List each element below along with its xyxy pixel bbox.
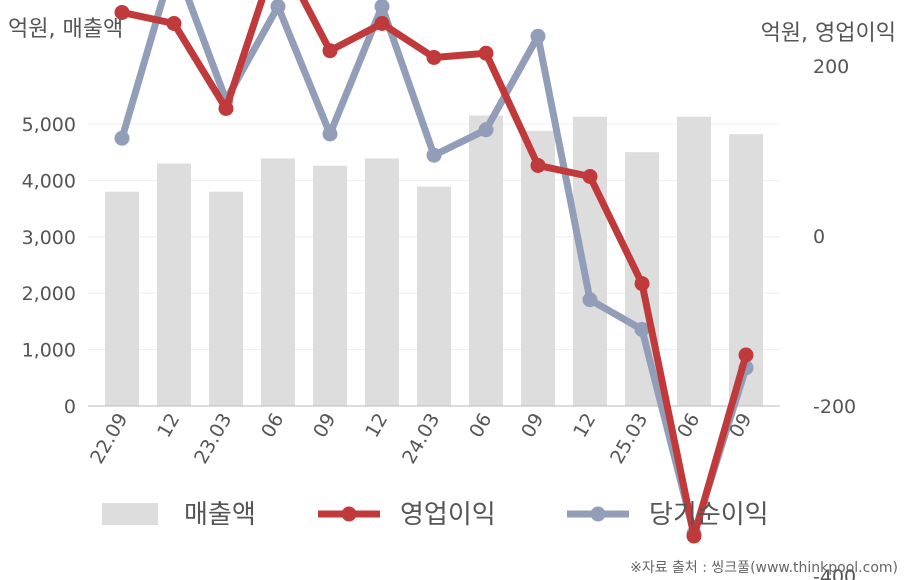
bar-06 [261, 158, 295, 406]
point-당기순이익-06 [478, 122, 494, 138]
bar-12 [157, 163, 191, 406]
point-당기순이익-12 [582, 292, 598, 308]
bar-06 [469, 115, 503, 406]
x-tick: 06 [257, 410, 288, 442]
left-tick: 0 [64, 396, 76, 418]
x-tick: 06 [465, 410, 496, 442]
left-axis-ticks: 0 1,000 2,000 3,000 4,000 5,000 [22, 114, 76, 418]
point-영업이익-06 [686, 528, 702, 544]
right-tick: 0 [813, 226, 825, 248]
legend-swatch [102, 503, 158, 525]
point-당기순이익-12 [374, 0, 390, 14]
bar-12 [365, 158, 399, 406]
legend-item-매출액: 매출액 [102, 500, 256, 530]
point-영업이익-24.03 [426, 50, 442, 65]
bar-23.03 [209, 191, 243, 406]
legend-label: 영업이익 [400, 500, 496, 530]
point-영업이익-09 [530, 157, 546, 173]
left-tick: 1,000 [22, 340, 76, 362]
point-당기순이익-25.03 [634, 322, 650, 337]
left-tick: 2,000 [22, 283, 76, 305]
legend: 매출액 영업이익 당기순이익 [102, 500, 769, 530]
point-당기순이익-06 [270, 0, 286, 14]
point-당기순이익-22.09 [114, 130, 130, 146]
x-tick: 06 [673, 410, 704, 442]
x-axis-ticks: 22.09 12 23.03 06 09 12 24.03 06 09 12 25.03 06 09 [86, 410, 756, 468]
point-영업이익-06 [478, 45, 494, 61]
right-axis-ticks: -400 -200 0 200 [813, 56, 856, 580]
x-tick: 09 [309, 410, 340, 442]
legend-marker [590, 506, 606, 522]
legend-item-영업이익: 영업이익 [318, 500, 496, 530]
x-tick: 23.03 [190, 410, 236, 468]
x-tick: 25.03 [606, 410, 652, 468]
legend-label: 당기순이익 [649, 500, 769, 530]
x-tick: 24.03 [398, 410, 444, 468]
legend-label: 매출액 [184, 500, 256, 530]
point-영업이익-12 [374, 16, 390, 31]
left-tick: 3,000 [22, 227, 76, 249]
point-당기순이익-24.03 [426, 147, 442, 163]
x-tick: 12 [361, 410, 392, 442]
bar-09 [521, 130, 555, 406]
point-영업이익-09 [322, 43, 338, 59]
x-tick: 09 [517, 410, 548, 442]
point-영업이익-25.03 [634, 276, 650, 292]
legend-item-당기순이익: 당기순이익 [567, 500, 769, 530]
source-note: ※자료 출처 : 씽크풀(www.thinkpool.com) [630, 560, 898, 576]
bar-22.09 [105, 191, 139, 406]
x-tick: 12 [569, 410, 600, 442]
right-tick: -200 [813, 396, 856, 418]
point-영업이익-09 [738, 347, 754, 363]
legend-marker [341, 506, 357, 522]
bar-09 [313, 165, 347, 406]
bar-24.03 [417, 186, 451, 406]
point-영업이익-12 [582, 169, 598, 184]
x-tick: 12 [153, 410, 184, 442]
x-tick: 22.09 [86, 410, 132, 468]
line-series [114, 0, 754, 544]
right-tick: -400 [813, 566, 856, 580]
bar-06 [677, 116, 711, 406]
left-axis-unit: 억원, 매출액 [8, 17, 123, 42]
right-tick: 200 [813, 56, 849, 78]
bar-12 [573, 116, 607, 406]
point-영업이익-23.03 [218, 101, 234, 116]
left-tick: 5,000 [22, 114, 76, 136]
right-axis-unit: 억원, 영업이익 [761, 21, 896, 46]
point-당기순이익-09 [530, 28, 546, 44]
left-tick: 4,000 [22, 170, 76, 192]
series-영업이익 [114, 0, 754, 544]
point-영업이익-12 [166, 16, 182, 31]
point-영업이익-22.09 [114, 4, 130, 20]
point-당기순이익-09 [322, 126, 338, 142]
